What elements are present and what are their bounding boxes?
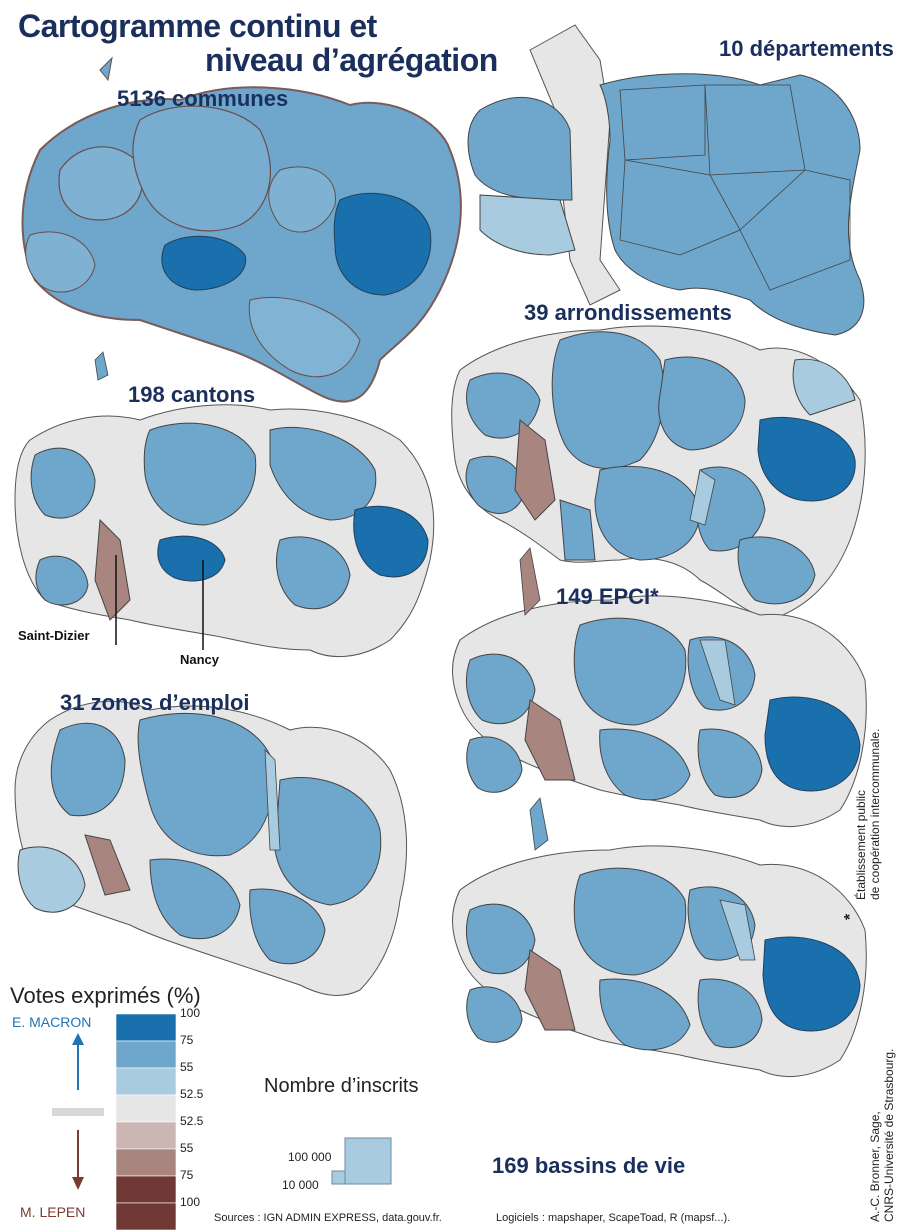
size-square-small xyxy=(331,1170,346,1185)
map-arrondissements xyxy=(451,325,866,621)
legend-size-large-label: 100 000 xyxy=(288,1150,332,1164)
label-cantons: 198 cantons xyxy=(128,382,256,407)
legend-class-label: 55 xyxy=(180,1060,194,1074)
map-epci xyxy=(452,547,867,828)
note-line-1: Établissement public xyxy=(854,789,868,900)
label-departements: 10 départements xyxy=(719,36,894,61)
legend-size xyxy=(331,1137,392,1185)
map-bassins xyxy=(452,797,867,1078)
lepen-arrowhead xyxy=(72,1177,84,1190)
map-departements xyxy=(467,24,865,336)
note-asterisk: * xyxy=(842,913,859,920)
label-zones: 31 zones d’emploi xyxy=(60,690,250,715)
legend-class-box xyxy=(115,1175,177,1204)
legend-votes xyxy=(52,1013,177,1231)
legend-class-label: 75 xyxy=(180,1033,194,1047)
neutral-bar xyxy=(52,1108,104,1116)
legend-size-small-label: 10 000 xyxy=(282,1178,319,1192)
legend-macron-label: E. MACRON xyxy=(12,1014,92,1030)
legend-class-box xyxy=(115,1202,177,1231)
legend-class-box xyxy=(115,1094,177,1123)
label-communes: 5136 communes xyxy=(117,86,289,111)
footer-software: Logiciels : mapshaper, ScapeToad, R (map… xyxy=(496,1212,731,1224)
map-communes xyxy=(21,56,462,403)
map-zones xyxy=(14,700,408,996)
note-line-2: de coopération intercommunale. xyxy=(868,728,882,900)
legend-class-label: 52.5 xyxy=(180,1087,204,1101)
size-square-large xyxy=(344,1137,392,1185)
credits-line-2: CNRS-Université de Strasbourg. xyxy=(882,1048,896,1222)
city-nancy: Nancy xyxy=(180,652,220,667)
legend-class-box xyxy=(115,1067,177,1096)
map-cantons xyxy=(14,351,435,658)
legend-lepen-label: M. LEPEN xyxy=(20,1204,86,1220)
city-saint-dizier: Saint-Dizier xyxy=(18,628,90,643)
legend-class-label: 52.5 xyxy=(180,1114,204,1128)
credits-line-1: A.-C. Bronner, Sage, xyxy=(868,1111,882,1222)
legend-size-title: Nombre d’inscrits xyxy=(264,1075,419,1097)
legend-class-label: 75 xyxy=(180,1168,194,1182)
legend-class-box xyxy=(115,1121,177,1150)
label-arrondissements: 39 arrondissements xyxy=(524,300,732,325)
legend-color-scale xyxy=(115,1013,177,1231)
title-line-1: Cartogramme continu et xyxy=(18,8,377,44)
legend-class-box xyxy=(115,1148,177,1177)
macron-arrowhead xyxy=(72,1033,84,1045)
legend-votes-title: Votes exprimés (%) xyxy=(10,983,201,1008)
legend-class-box xyxy=(115,1013,177,1042)
label-bassins: 169 bassins de vie xyxy=(492,1153,686,1178)
footer-sources: Sources : IGN ADMIN EXPRESS, data.gouv.f… xyxy=(214,1212,442,1224)
legend-class-label: 100 xyxy=(180,1195,201,1209)
legend-class-label: 100 xyxy=(180,1006,201,1020)
label-epci: 149 EPCI* xyxy=(556,584,659,609)
legend-class-label: 55 xyxy=(180,1141,194,1155)
title-line-2: niveau d’agrégation xyxy=(205,42,498,78)
legend-class-box xyxy=(115,1040,177,1069)
